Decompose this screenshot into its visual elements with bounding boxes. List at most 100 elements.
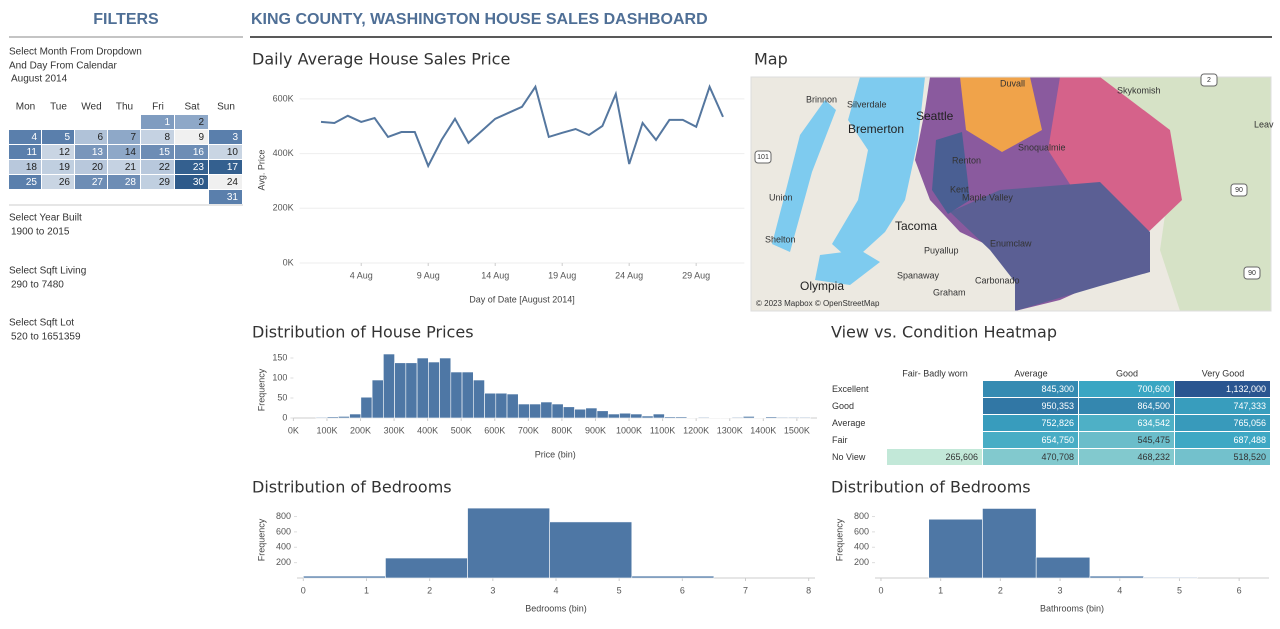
bar (428, 361, 440, 419)
weekday-label: Thu (116, 102, 133, 113)
map-label: Union (769, 192, 793, 202)
calendar-day[interactable] (42, 160, 74, 174)
calendar-day[interactable] (141, 175, 174, 189)
x-tick-label: 5 (1177, 585, 1182, 595)
calendar-day[interactable] (141, 115, 174, 129)
x-tick-label: 1000K (616, 425, 642, 435)
heatmap-cell (1079, 398, 1174, 414)
bar (467, 507, 550, 579)
calendar-day[interactable] (209, 190, 242, 204)
map-label: Brinnon (806, 94, 837, 104)
x-tick-label: 600K (484, 425, 505, 435)
calendar-day[interactable] (42, 145, 74, 159)
x-axis-label: Price (bin) (535, 449, 576, 459)
calendar-day[interactable] (141, 130, 174, 144)
bar (517, 403, 530, 419)
cell-label: 634,542 (1137, 418, 1170, 428)
bar (799, 416, 811, 419)
filter-value[interactable]: 1900 to 2015 (11, 227, 70, 238)
calendar-day[interactable] (9, 160, 41, 174)
x-tick-label: 200K (350, 425, 371, 435)
x-tick-label: 24 Aug (615, 270, 643, 280)
y-tick-label: 0K (283, 257, 294, 267)
calendar-day-label: 12 (59, 147, 71, 158)
y-tick-label: 200K (273, 203, 294, 213)
filter-value[interactable]: 520 to 1651359 (11, 332, 81, 343)
calendar-day[interactable] (42, 175, 74, 189)
calendar-day[interactable] (175, 175, 208, 189)
bar (529, 403, 542, 419)
row-header: Average (832, 418, 865, 428)
filter-label: Select Year Built (9, 213, 82, 224)
heatmap-cell (1175, 381, 1270, 397)
calendar-day[interactable] (9, 145, 41, 159)
filter-label: And Day From Calendar (9, 61, 117, 72)
filter-value[interactable]: 290 to 7480 (11, 280, 64, 291)
calendar-day[interactable] (175, 115, 208, 129)
calendar-day[interactable] (209, 130, 242, 144)
map-title: Map (754, 50, 788, 69)
calendar-day[interactable] (141, 145, 174, 159)
map-label: 2 (1207, 77, 1211, 84)
map-label: Bremerton (848, 122, 904, 136)
bar (394, 362, 407, 419)
cell-label: 470,708 (1041, 452, 1074, 462)
calendar-day[interactable] (175, 145, 208, 159)
calendar-day[interactable] (75, 160, 107, 174)
region (932, 132, 970, 214)
calendar-day[interactable] (175, 130, 208, 144)
calendar-day[interactable] (108, 175, 140, 189)
calendar-day[interactable] (108, 160, 140, 174)
column-header: Good (1116, 368, 1138, 378)
filter-value[interactable]: August 2014 (11, 74, 68, 85)
calendar-day[interactable] (108, 145, 140, 159)
map-label: Puyallup (924, 245, 959, 255)
x-tick-label: 500K (451, 425, 472, 435)
y-tick-label: 800 (276, 511, 291, 521)
heatmap-cell (1079, 432, 1174, 448)
cell-label: 752,826 (1041, 418, 1074, 428)
weekday-label: Tue (50, 102, 67, 113)
map-label: 101 (757, 154, 769, 161)
calendar-day[interactable] (9, 130, 41, 144)
heatmap-cell (887, 449, 982, 465)
cell-label: 700,600 (1137, 384, 1170, 394)
bar (315, 416, 328, 419)
calendar-day[interactable] (209, 145, 242, 159)
bar (1035, 556, 1091, 579)
heatmap-cell (1079, 415, 1174, 431)
dashboard-title: KING COUNTY, WASHINGTON HOUSE SALES DASH… (251, 11, 708, 28)
calendar-day[interactable] (209, 175, 242, 189)
calendar-day[interactable] (9, 175, 41, 189)
bar (551, 403, 564, 419)
bar (574, 408, 587, 419)
map-label: Duvall (1000, 78, 1025, 88)
calendar-day-label: 17 (227, 162, 239, 173)
heatmap-cell (1175, 449, 1270, 465)
heatmap-cell (983, 415, 1078, 431)
calendar-day[interactable] (108, 130, 140, 144)
x-tick-label: 6 (1237, 585, 1242, 595)
calendar-day-label: 28 (125, 177, 137, 188)
calendar-day[interactable] (42, 130, 74, 144)
chart-title: Distribution of Bedrooms (252, 478, 452, 497)
calendar-day[interactable] (175, 160, 208, 174)
bar (349, 413, 362, 419)
bar (549, 521, 633, 579)
calendar-day[interactable] (75, 175, 107, 189)
x-tick-label: 4 (553, 585, 558, 595)
calendar-day[interactable] (75, 130, 107, 144)
y-axis-label: Frequency (256, 518, 266, 561)
calendar-day[interactable] (209, 160, 242, 174)
bar (383, 353, 395, 419)
x-tick-label: 1 (938, 585, 943, 595)
x-tick-label: 1 (364, 585, 369, 595)
map[interactable] (750, 76, 1272, 312)
calendar-day[interactable] (141, 160, 174, 174)
map-label: Seattle (916, 109, 954, 123)
cell-label: 1,132,000 (1226, 384, 1266, 394)
y-tick-label: 400 (276, 542, 291, 552)
cell-label: 468,232 (1137, 452, 1170, 462)
calendar-day[interactable] (75, 145, 107, 159)
map-label: Leav (1254, 119, 1274, 129)
